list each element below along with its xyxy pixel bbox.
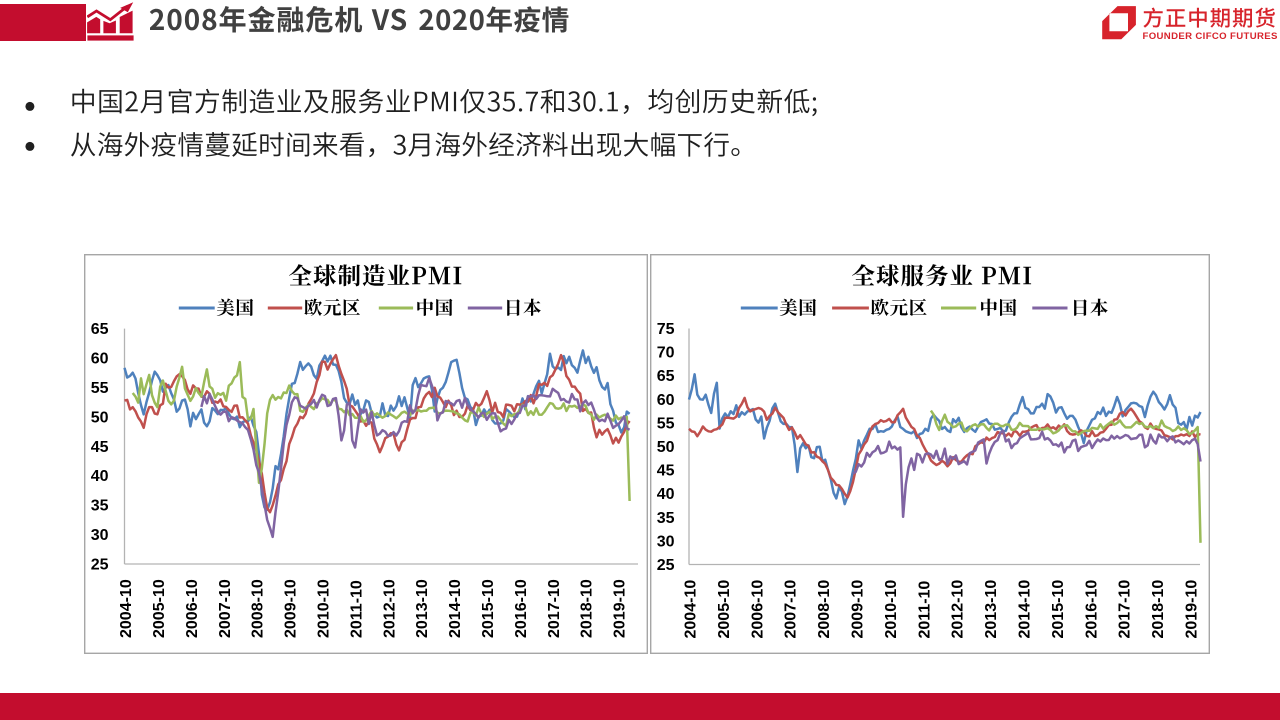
svg-text:30: 30 xyxy=(657,533,675,550)
svg-text:65: 65 xyxy=(91,321,109,338)
svg-text:2013-10: 2013-10 xyxy=(983,580,1000,639)
svg-text:40: 40 xyxy=(657,486,675,503)
svg-text:70: 70 xyxy=(657,345,675,362)
svg-text:2014-10: 2014-10 xyxy=(1017,580,1034,639)
svg-text:2005-10: 2005-10 xyxy=(151,579,168,638)
svg-text:2008-10: 2008-10 xyxy=(250,579,267,638)
svg-text:2017-10: 2017-10 xyxy=(546,579,563,638)
svg-text:2016-10: 2016-10 xyxy=(1083,580,1100,639)
svg-text:2012-10: 2012-10 xyxy=(950,580,967,639)
svg-text:2007-10: 2007-10 xyxy=(783,580,800,639)
svg-text:2006-10: 2006-10 xyxy=(184,579,201,638)
svg-text:2017-10: 2017-10 xyxy=(1117,580,1134,639)
svg-text:2016-10: 2016-10 xyxy=(513,579,530,638)
svg-text:50: 50 xyxy=(657,439,675,456)
svg-text:2012-10: 2012-10 xyxy=(381,579,398,638)
svg-text:2004-10: 2004-10 xyxy=(118,579,135,638)
svg-text:2004-10: 2004-10 xyxy=(683,580,700,639)
svg-text:2015-10: 2015-10 xyxy=(480,579,497,638)
svg-text:2019-10: 2019-10 xyxy=(1184,580,1201,639)
svg-text:30: 30 xyxy=(91,527,109,544)
svg-text:2009-10: 2009-10 xyxy=(850,580,867,639)
svg-text:25: 25 xyxy=(91,557,109,574)
svg-text:2010-10: 2010-10 xyxy=(316,579,333,638)
svg-text:2005-10: 2005-10 xyxy=(716,580,733,639)
svg-text:2013-10: 2013-10 xyxy=(414,579,431,638)
svg-text:2008-10: 2008-10 xyxy=(816,580,833,639)
svg-text:55: 55 xyxy=(91,380,109,397)
svg-text:50: 50 xyxy=(91,409,109,426)
svg-text:35: 35 xyxy=(657,510,675,527)
svg-text:25: 25 xyxy=(657,557,675,574)
svg-text:2011-10: 2011-10 xyxy=(348,580,365,638)
svg-text:2009-10: 2009-10 xyxy=(283,579,300,638)
svg-text:75: 75 xyxy=(657,321,675,338)
svg-text:45: 45 xyxy=(91,439,109,456)
svg-text:2019-10: 2019-10 xyxy=(612,579,629,638)
svg-text:45: 45 xyxy=(657,463,675,480)
svg-text:2007-10: 2007-10 xyxy=(217,579,234,638)
svg-text:2015-10: 2015-10 xyxy=(1050,580,1067,639)
svg-text:65: 65 xyxy=(657,368,675,385)
svg-text:55: 55 xyxy=(657,415,675,432)
svg-text:FOUNDER CIFCO FUTURES: FOUNDER CIFCO FUTURES xyxy=(1143,30,1279,41)
svg-text:2014-10: 2014-10 xyxy=(447,579,464,638)
svg-text:2006-10: 2006-10 xyxy=(749,580,766,639)
svg-text:2018-10: 2018-10 xyxy=(579,579,596,638)
svg-text:60: 60 xyxy=(657,392,675,409)
svg-text:2010-10: 2010-10 xyxy=(883,580,900,639)
svg-text:40: 40 xyxy=(91,468,109,485)
svg-text:2018-10: 2018-10 xyxy=(1150,580,1167,639)
svg-text:2011-10: 2011-10 xyxy=(916,581,933,639)
svg-text:35: 35 xyxy=(91,498,109,515)
svg-text:60: 60 xyxy=(91,351,109,368)
